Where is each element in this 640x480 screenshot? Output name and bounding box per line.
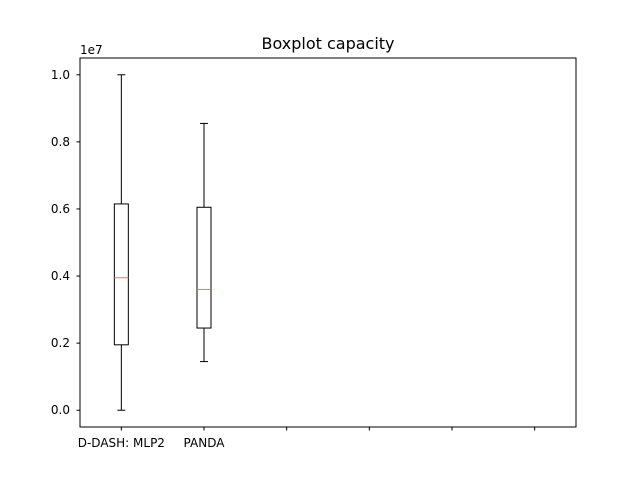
plot-area: 0.0 0.2 0.4 0.6 0.8 1.0 D-DASH: MLP2 PANDA xyxy=(51,68,536,450)
y-axis-tick-label: 0.0 xyxy=(51,403,70,417)
y-axis-offset-label: 1e7 xyxy=(80,43,103,57)
axes-frame xyxy=(79,57,577,428)
iqr-box xyxy=(196,206,212,329)
y-axis-tick-label: 1.0 xyxy=(51,68,70,82)
iqr-box xyxy=(113,203,129,346)
chart-title: Boxplot capacity xyxy=(261,34,394,53)
y-axis-tick-label: 0.6 xyxy=(51,202,70,216)
y-axis-tick-label: 0.4 xyxy=(51,269,70,283)
x-axis-category-label: D-DASH: MLP2 xyxy=(78,436,165,450)
y-axis-tick-label: 0.8 xyxy=(51,135,70,149)
x-axis-category-label: PANDA xyxy=(184,436,226,450)
y-axis-tick-label: 0.2 xyxy=(51,336,70,350)
